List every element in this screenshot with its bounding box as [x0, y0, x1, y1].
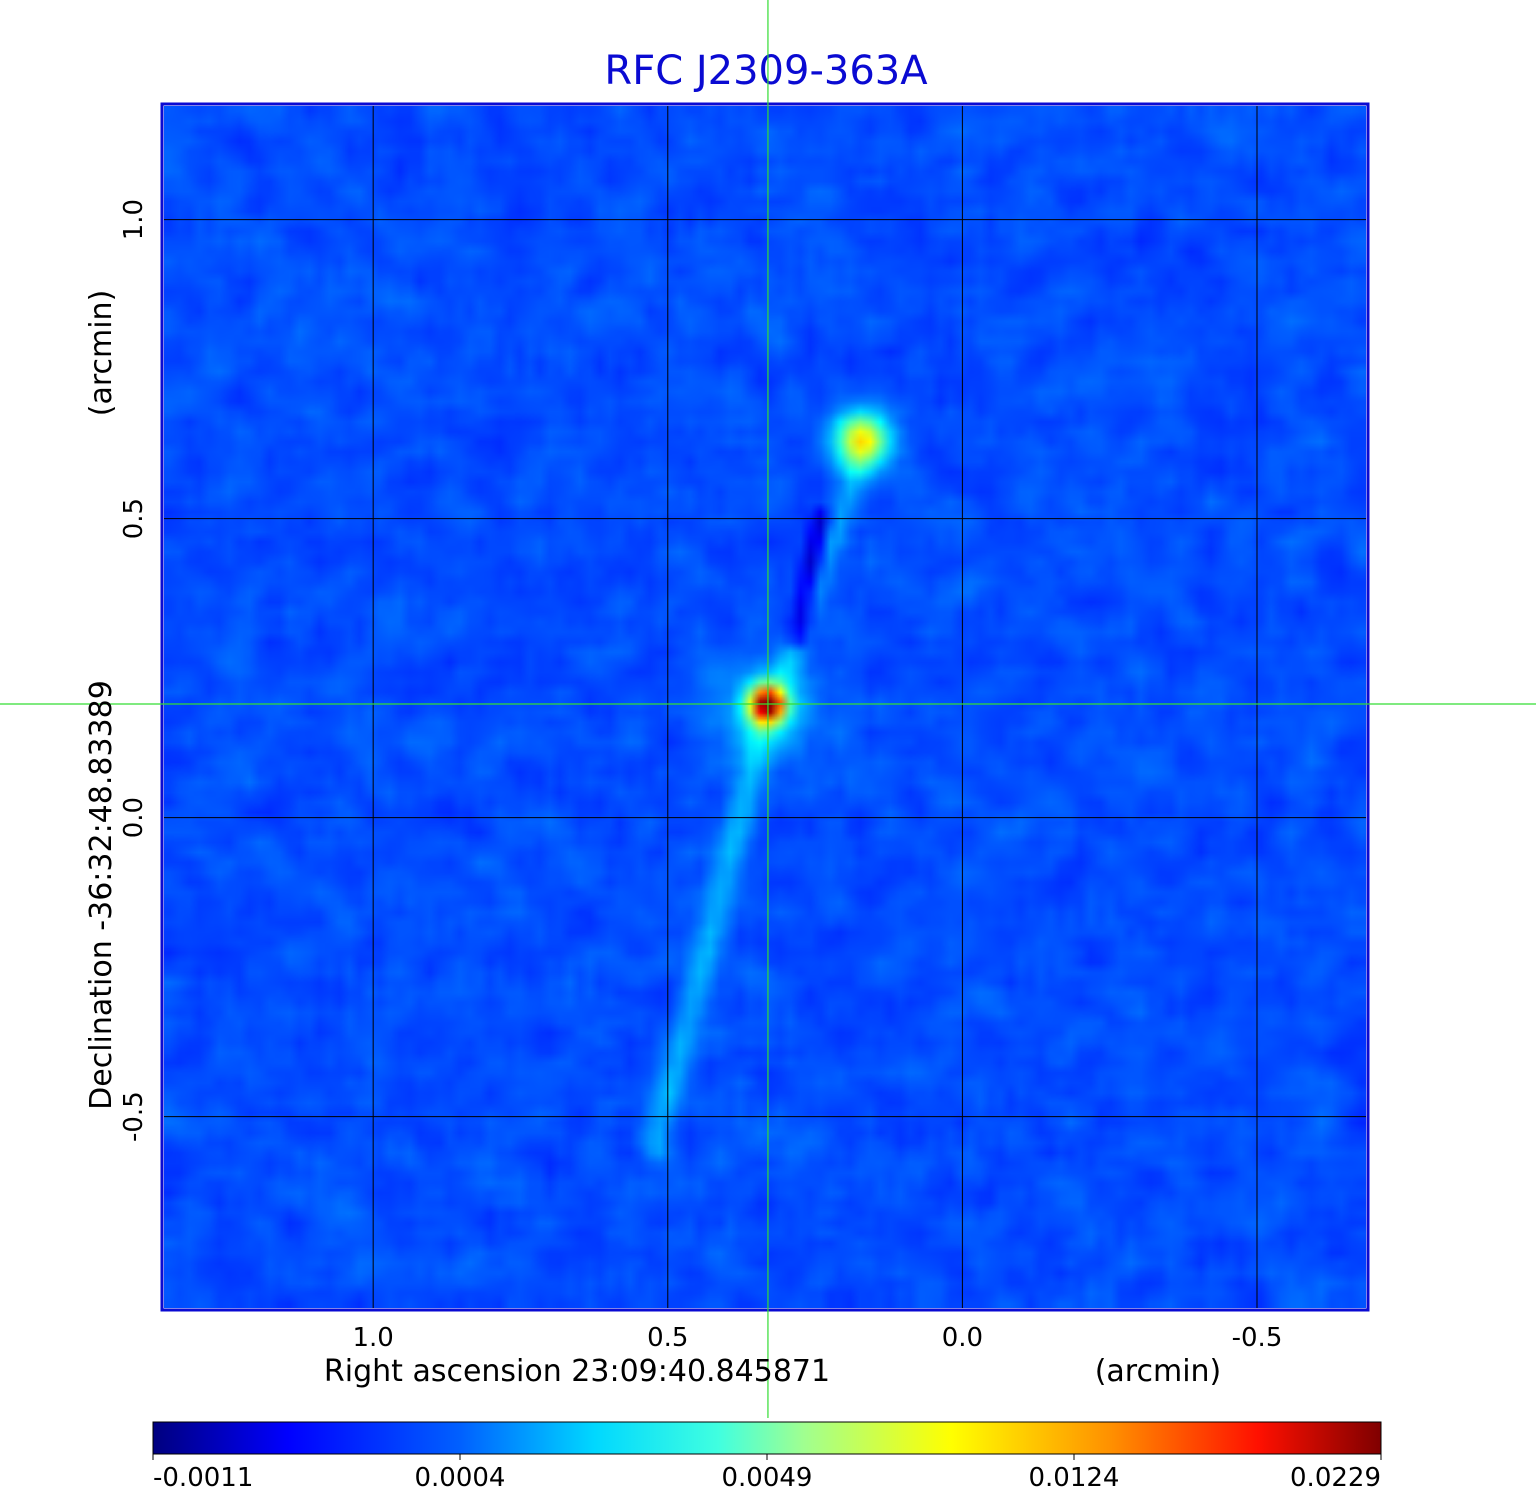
- colorbar-tick-label: 0.0124: [1029, 1463, 1120, 1493]
- chart-title: RFC J2309-363A: [604, 48, 928, 94]
- crosshair: [0, 0, 1536, 1418]
- x-axis-label: Right ascension 23:09:40.845871: [324, 1354, 830, 1389]
- grid-lines: [164, 106, 1366, 1308]
- y-tick-label: 0.0: [119, 797, 149, 838]
- colorbar-tick-label: -0.0011: [153, 1463, 253, 1493]
- colorbar-tick-label: 0.0229: [1290, 1463, 1381, 1493]
- x-tick-label: -0.5: [1232, 1323, 1283, 1353]
- y-axis-label: Declination -36:32:48.83389: [84, 680, 119, 1110]
- x-tick-label: 1.0: [352, 1323, 393, 1353]
- colorbar-tick-label: 0.0004: [415, 1463, 506, 1493]
- colorbar-tick-labels: -0.0011 0.0004 0.0049 0.0124 0.0229: [152, 1454, 1382, 1493]
- y-tick-labels: 1.0 0.5 0.0 -0.5: [119, 199, 149, 1142]
- colorbar: [152, 1421, 1382, 1455]
- intensity-map: [164, 106, 1366, 1308]
- x-axis-unit: (arcmin): [1095, 1354, 1222, 1389]
- colorbar-tick-label: 0.0049: [722, 1463, 813, 1493]
- plot-frame: [160, 102, 1370, 1312]
- y-tick-label: 0.5: [119, 498, 149, 539]
- x-tick-labels: 1.0 0.5 0.0 -0.5: [352, 1323, 1282, 1353]
- x-tick-label: 0.0: [942, 1323, 983, 1353]
- y-tick-label: -0.5: [119, 1091, 149, 1142]
- x-tick-label: 0.5: [647, 1323, 688, 1353]
- y-tick-label: 1.0: [119, 199, 149, 240]
- y-axis-unit: (arcmin): [84, 290, 119, 417]
